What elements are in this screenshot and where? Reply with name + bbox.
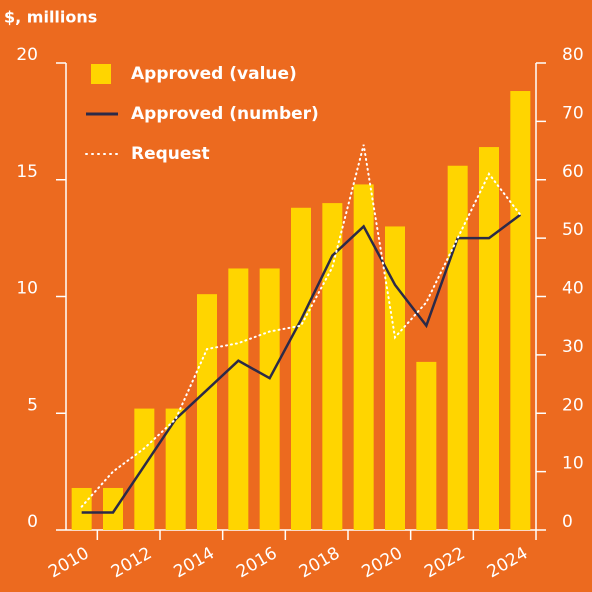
bar	[228, 268, 249, 530]
bar	[291, 207, 311, 530]
bar	[103, 487, 123, 530]
y-tick-label: 0	[27, 512, 38, 532]
y2-tick-label: 50	[562, 220, 584, 240]
y-axis-title: $, millions	[4, 8, 97, 27]
bar	[134, 408, 155, 530]
legend-label: Approved (number)	[131, 104, 319, 124]
bar	[165, 408, 186, 530]
bar	[447, 165, 468, 531]
y-tick-label: 15	[16, 162, 38, 182]
y2-tick-label: 20	[562, 395, 584, 415]
y-tick-label: 10	[16, 279, 38, 299]
bar	[510, 91, 531, 531]
legend-swatch	[91, 64, 111, 84]
y2-tick-label: 0	[562, 512, 573, 532]
y2-tick-label: 10	[562, 454, 584, 474]
y2-tick-label: 60	[562, 162, 584, 182]
bar	[479, 147, 499, 530]
bar	[353, 184, 374, 531]
y-tick-label: 20	[16, 45, 38, 65]
bar	[259, 268, 280, 530]
y2-tick-label: 80	[562, 45, 584, 65]
y2-tick-label: 30	[562, 337, 584, 357]
bar	[71, 487, 92, 530]
request-line	[80, 144, 522, 508]
bar	[416, 361, 437, 530]
bar	[197, 294, 217, 530]
bar	[322, 203, 343, 530]
legend-label: Approved (value)	[131, 64, 297, 84]
line	[81, 213, 522, 514]
legend-label: Request	[131, 144, 210, 164]
y2-tick-label: 70	[562, 103, 584, 123]
y2-tick-label: 40	[562, 279, 584, 299]
y-tick-label: 5	[27, 395, 38, 415]
